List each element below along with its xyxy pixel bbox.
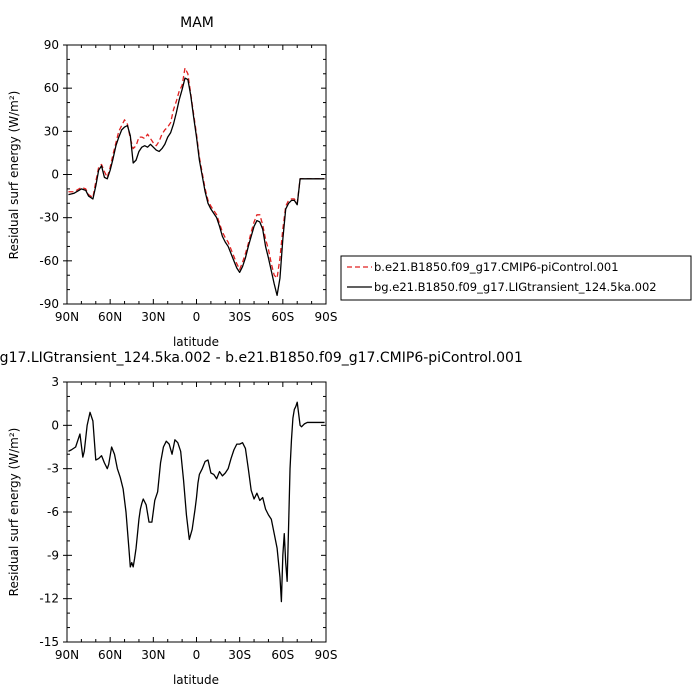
bottom-xtick-label: 90S bbox=[315, 648, 338, 662]
bottom-xtick-label: 60S bbox=[271, 648, 294, 662]
top-panel: MAM latitude Residual surf energy (W/m²)… bbox=[7, 15, 692, 349]
bottom-xtick-label: 60N bbox=[98, 648, 122, 662]
bottom-panel-ylabel: Residual surf energy (W/m²) bbox=[7, 428, 21, 597]
bottom-series-line-0 bbox=[68, 401, 325, 603]
top-xtick-label: 90S bbox=[315, 310, 338, 324]
legend-label-transient: bg.e21.B1850.f09_g17.LIGtransient_124.5k… bbox=[374, 280, 657, 294]
top-xtick-label: 60N bbox=[98, 310, 122, 324]
bottom-xtick-label: 30N bbox=[141, 648, 165, 662]
top-series-line-0 bbox=[68, 67, 325, 279]
bottom-ytick-label: -9 bbox=[47, 548, 59, 562]
bottom-panel: bg.e21.B1850.f09_g17.LIGtransient_124.5k… bbox=[0, 350, 523, 687]
top-xtick-label: 30S bbox=[228, 310, 251, 324]
top-ytick-label: 30 bbox=[44, 124, 59, 138]
bottom-ytick-label: 0 bbox=[51, 418, 59, 432]
bottom-panel-plot-frame bbox=[66, 381, 327, 643]
top-ytick-label: -90 bbox=[39, 297, 59, 311]
bottom-panel-title: bg.e21.B1850.f09_g17.LIGtransient_124.5k… bbox=[0, 350, 523, 366]
top-xtick-label: 0 bbox=[193, 310, 201, 324]
top-ytick-label: 0 bbox=[51, 168, 59, 182]
bottom-panel-xlabel: latitude bbox=[173, 673, 219, 687]
top-ytick-label: 60 bbox=[44, 81, 59, 95]
legend-box bbox=[340, 255, 692, 301]
top-ytick-label: -30 bbox=[39, 211, 59, 225]
top-xtick-label: 30N bbox=[141, 310, 165, 324]
top-panel-ylabel: Residual surf energy (W/m²) bbox=[7, 91, 21, 260]
bottom-ytick-label: -6 bbox=[47, 505, 59, 519]
top-ytick-label: -60 bbox=[39, 254, 59, 268]
top-series-line-1 bbox=[68, 77, 325, 297]
bottom-xtick-label: 30S bbox=[228, 648, 251, 662]
top-xtick-label: 60S bbox=[271, 310, 294, 324]
top-panel-title: MAM bbox=[180, 15, 214, 31]
top-panel-legend: b.e21.B1850.f09_g17.CMIP6-piControl.001 … bbox=[340, 255, 692, 301]
bottom-ytick-label: -15 bbox=[39, 635, 59, 649]
legend-label-control: b.e21.B1850.f09_g17.CMIP6-piControl.001 bbox=[374, 260, 619, 274]
bottom-ytick-label: -3 bbox=[47, 462, 59, 476]
bottom-ytick-label: 3 bbox=[51, 375, 59, 389]
top-panel-xlabel: latitude bbox=[173, 335, 219, 349]
top-ytick-label: 90 bbox=[44, 38, 59, 52]
bottom-xtick-label: 90N bbox=[55, 648, 79, 662]
top-xtick-label: 90N bbox=[55, 310, 79, 324]
bottom-xtick-label: 0 bbox=[193, 648, 201, 662]
bottom-ytick-label: -12 bbox=[39, 592, 59, 606]
